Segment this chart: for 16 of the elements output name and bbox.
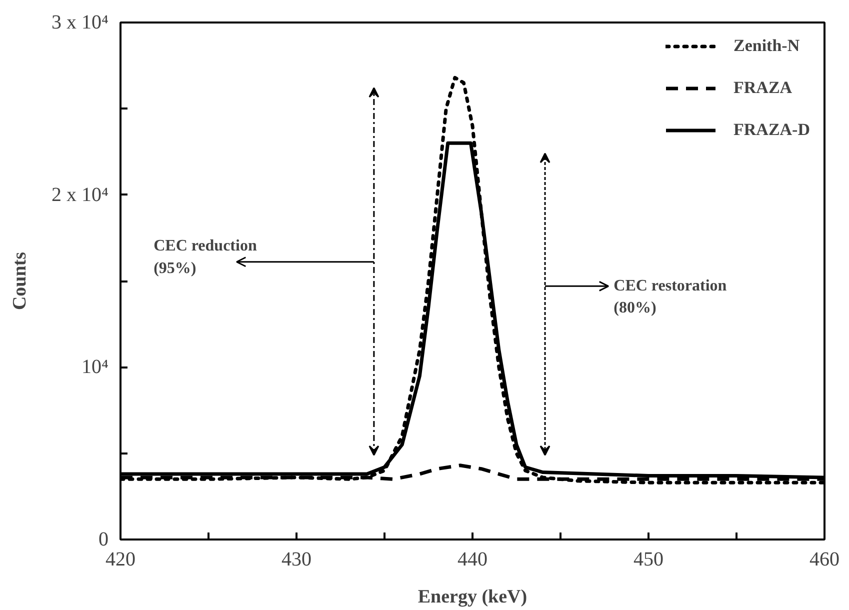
legend-label: FRAZA — [734, 78, 792, 98]
x-tick-label: 420 — [106, 548, 136, 570]
x-tick-label: 440 — [458, 548, 488, 570]
y-tick-label: 3 x 10⁴ — [52, 12, 109, 34]
y-tick-label: 2 x 10⁴ — [52, 184, 109, 206]
y-tick-label: 0 — [98, 528, 108, 550]
y-tick-label: 10⁴ — [82, 356, 109, 378]
annotation: CEC restoration (80%) — [614, 278, 727, 317]
x-tick-label: 450 — [634, 548, 664, 570]
annotation: CEC reduction (95%) — [154, 238, 257, 277]
y-axis-title: Counts — [10, 252, 31, 310]
legend-label: Zenith-N — [734, 36, 800, 56]
x-axis-title: Energy (keV) — [418, 586, 528, 608]
x-tick-label: 430 — [282, 548, 312, 570]
legend-label: FRAZA-D — [734, 120, 810, 140]
x-tick-label: 460 — [810, 548, 840, 570]
